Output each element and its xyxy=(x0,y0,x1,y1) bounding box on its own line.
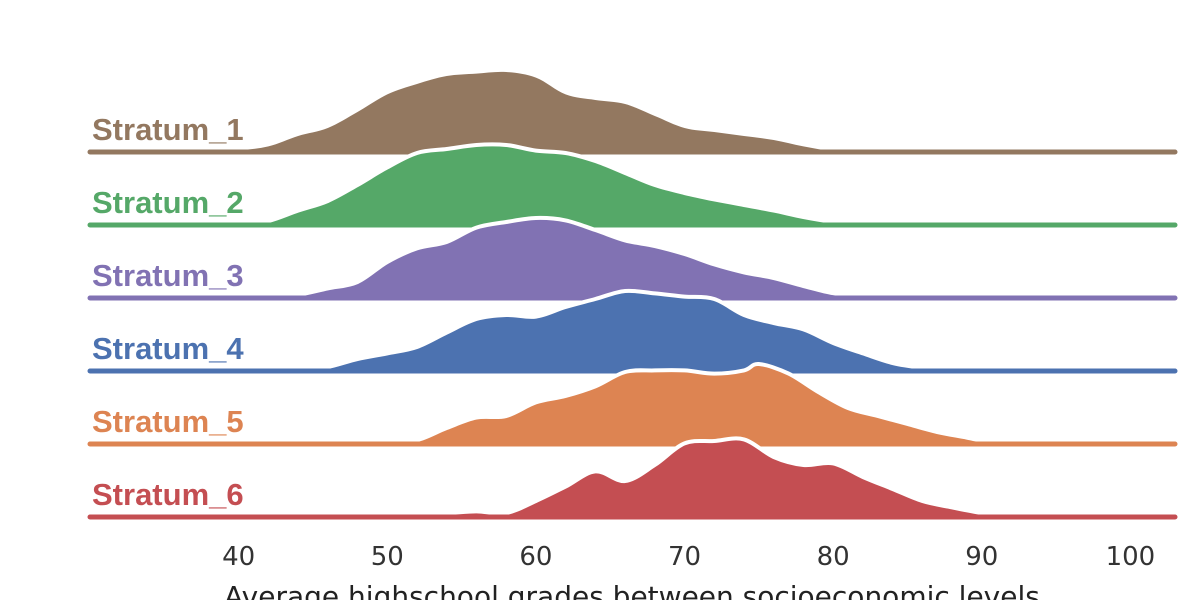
density-area xyxy=(90,144,1175,225)
density-area xyxy=(90,363,1175,444)
x-tick-label: 80 xyxy=(817,542,850,572)
x-tick-label: 40 xyxy=(222,542,255,572)
series-label: Stratum_6 xyxy=(92,477,244,512)
ridge-stratum-6: Stratum_6 xyxy=(87,436,1178,520)
density-area xyxy=(90,71,1175,152)
density-area xyxy=(90,217,1175,298)
density-outline xyxy=(89,215,1175,301)
ridge-stratum-3: Stratum_3 xyxy=(87,215,1178,301)
density-outline xyxy=(90,361,1175,447)
series-label: Stratum_1 xyxy=(92,112,244,147)
ridge-stratum-5: Stratum_5 xyxy=(87,361,1178,447)
x-tick-label: 70 xyxy=(668,542,701,572)
ridge-stratum-1: Stratum_1 xyxy=(87,71,1178,155)
density-area xyxy=(90,438,1175,517)
density-outline xyxy=(89,288,1175,374)
x-axis-label: Average highschool grades between socioe… xyxy=(224,580,1040,600)
series-label: Stratum_5 xyxy=(92,404,244,439)
x-axis-ticks: 40 50 60 70 80 90 100 xyxy=(222,542,1155,572)
series-label: Stratum_2 xyxy=(92,185,244,220)
x-tick-label: 90 xyxy=(965,542,998,572)
density-area xyxy=(90,290,1175,371)
ridge-stratum-2: Stratum_2 xyxy=(87,142,1178,228)
series-label: Stratum_4 xyxy=(92,331,244,366)
x-tick-label: 60 xyxy=(519,542,552,572)
ridge-stratum-4: Stratum_4 xyxy=(87,288,1178,374)
ridges: Stratum_1 Stratum_2 Stratum_3 Stratum_4 Stra… xyxy=(87,71,1178,520)
density-outline xyxy=(89,142,1175,228)
density-outline xyxy=(90,436,1175,520)
x-tick-label: 50 xyxy=(371,542,404,572)
x-tick-label: 100 xyxy=(1106,542,1156,572)
series-label: Stratum_3 xyxy=(92,258,244,293)
